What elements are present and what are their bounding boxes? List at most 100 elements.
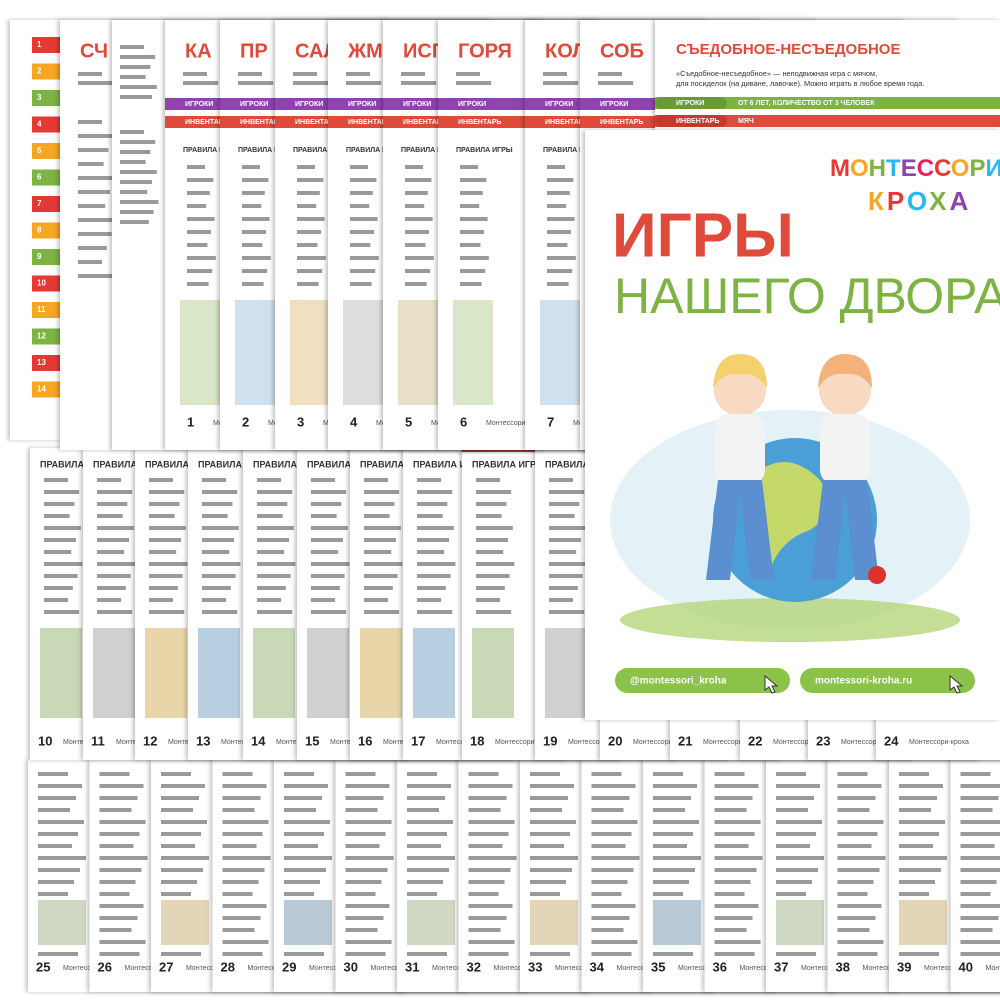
text-line bbox=[899, 856, 947, 860]
page-number: 24 bbox=[884, 733, 899, 748]
text-line bbox=[350, 256, 379, 260]
card-title: САЛ bbox=[295, 40, 338, 62]
text-line bbox=[120, 95, 152, 99]
text-line bbox=[407, 892, 437, 896]
text-line bbox=[776, 856, 824, 860]
text-line bbox=[345, 820, 392, 824]
text-line bbox=[476, 502, 507, 506]
text-line bbox=[530, 772, 560, 776]
text-line bbox=[468, 868, 511, 872]
text-line bbox=[364, 514, 390, 518]
text-line bbox=[297, 204, 317, 208]
text-line bbox=[284, 796, 322, 800]
text-line bbox=[44, 514, 70, 518]
text-line bbox=[476, 586, 505, 590]
text-line bbox=[591, 928, 624, 932]
text-line bbox=[776, 820, 822, 824]
page-number: 20 bbox=[608, 733, 622, 748]
text-line bbox=[161, 772, 191, 776]
text-line bbox=[460, 256, 489, 260]
text-line bbox=[549, 526, 586, 530]
page-number: 12 bbox=[143, 733, 157, 748]
text-line bbox=[468, 916, 507, 920]
page-number: 31 bbox=[405, 959, 419, 974]
text-line bbox=[417, 526, 454, 530]
text-line bbox=[311, 586, 340, 590]
text-line bbox=[345, 808, 378, 812]
card-title: ЖМ bbox=[347, 40, 383, 62]
text-line bbox=[242, 230, 266, 234]
text-line bbox=[202, 574, 236, 578]
picture bbox=[38, 900, 86, 945]
page-number: 19 bbox=[543, 733, 557, 748]
text-line bbox=[407, 832, 447, 836]
text-line bbox=[837, 928, 870, 932]
text-line bbox=[284, 772, 314, 776]
text-line bbox=[284, 844, 318, 848]
text-line bbox=[714, 880, 751, 884]
players-label: ИГРОКИ bbox=[295, 101, 323, 108]
page-number: 5 bbox=[405, 414, 412, 429]
text-line bbox=[222, 844, 257, 848]
text-line bbox=[78, 134, 114, 138]
text-line bbox=[187, 243, 208, 247]
text-line bbox=[776, 796, 814, 800]
text-line bbox=[547, 243, 568, 247]
text-line bbox=[311, 610, 347, 614]
rules-heading: ПРАВИЛА ИГРЫ bbox=[253, 459, 326, 469]
text-line bbox=[714, 808, 747, 812]
text-line bbox=[345, 868, 388, 872]
players-label: ИГРОКИ bbox=[545, 101, 573, 108]
text-line bbox=[598, 81, 634, 85]
text-line bbox=[653, 856, 701, 860]
text-line bbox=[161, 880, 197, 884]
text-line bbox=[161, 844, 195, 848]
text-line bbox=[837, 772, 868, 776]
text-line bbox=[468, 820, 515, 824]
text-line bbox=[714, 772, 745, 776]
text-line bbox=[238, 81, 274, 85]
text-line bbox=[714, 832, 755, 836]
text-line bbox=[311, 598, 335, 602]
text-line bbox=[549, 502, 580, 506]
page-number: 25 bbox=[36, 959, 50, 974]
text-line bbox=[653, 952, 693, 956]
text-line bbox=[549, 598, 573, 602]
text-line bbox=[530, 868, 572, 872]
text-line bbox=[417, 598, 441, 602]
list-number: 12 bbox=[37, 332, 46, 341]
text-line bbox=[714, 952, 755, 956]
text-line bbox=[417, 586, 446, 590]
rules-heading: ПРАВИЛА ИГРЫ bbox=[307, 459, 380, 469]
text-line bbox=[591, 892, 622, 896]
text-line bbox=[120, 200, 159, 204]
text-line bbox=[837, 880, 874, 884]
text-line bbox=[468, 784, 513, 788]
text-line bbox=[407, 796, 445, 800]
text-line bbox=[99, 856, 148, 860]
text-line bbox=[549, 586, 578, 590]
text-line bbox=[776, 832, 816, 836]
text-line bbox=[202, 610, 238, 614]
text-line bbox=[899, 808, 931, 812]
players-label-bg bbox=[655, 97, 727, 109]
list-badge bbox=[32, 37, 62, 53]
text-line bbox=[460, 178, 487, 182]
text-line bbox=[350, 282, 372, 286]
text-line bbox=[97, 526, 134, 530]
picture bbox=[145, 628, 187, 718]
text-line bbox=[405, 243, 426, 247]
site-button-label: montessori-kroha.ru bbox=[815, 676, 912, 687]
text-line bbox=[345, 796, 384, 800]
text-line bbox=[97, 586, 126, 590]
text-line bbox=[530, 820, 576, 824]
text-line bbox=[591, 844, 626, 848]
text-line bbox=[405, 282, 427, 286]
page-footer: Монтессори-кроха bbox=[633, 739, 693, 746]
text-line bbox=[161, 820, 207, 824]
text-line bbox=[653, 820, 699, 824]
text-line bbox=[257, 610, 293, 614]
text-line bbox=[242, 178, 269, 182]
list-number: 8 bbox=[37, 226, 42, 235]
rules-heading: ПРАВИЛА ИГРЫ bbox=[40, 459, 113, 469]
